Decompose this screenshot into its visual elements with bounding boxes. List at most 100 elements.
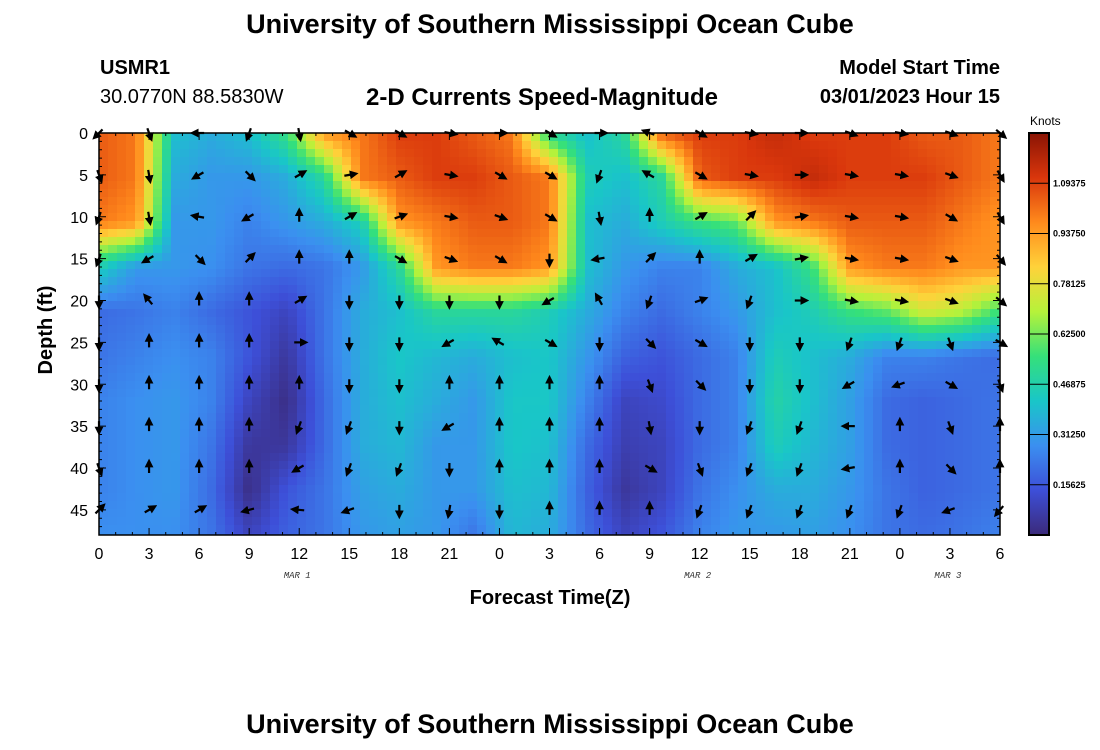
heat-cell — [261, 525, 271, 534]
heat-cell — [639, 493, 649, 502]
heat-cell — [675, 309, 685, 318]
heat-cell — [594, 333, 604, 342]
heat-cell — [630, 205, 640, 214]
heat-cell — [108, 421, 118, 430]
heat-cell — [432, 229, 442, 238]
heat-cell — [927, 429, 937, 438]
heat-cell — [189, 517, 199, 526]
heat-cell — [576, 301, 586, 310]
heat-cell — [828, 517, 838, 526]
heat-cell — [378, 309, 388, 318]
heat-cell — [162, 341, 172, 350]
heat-cell — [711, 365, 721, 374]
heat-cell — [162, 317, 172, 326]
heat-cell — [837, 269, 847, 278]
heat-cell — [324, 421, 334, 430]
heat-cell — [378, 365, 388, 374]
heat-cell — [936, 221, 946, 230]
heat-cell — [774, 229, 784, 238]
heat-cell — [342, 389, 352, 398]
heat-cell — [360, 157, 370, 166]
heat-cell — [684, 133, 694, 142]
heat-cell — [216, 437, 226, 446]
heat-cell — [441, 165, 451, 174]
heat-cell — [738, 253, 748, 262]
heat-cell — [873, 309, 883, 318]
heat-cell — [639, 485, 649, 494]
heat-cell — [558, 253, 568, 262]
heat-cell — [981, 277, 991, 286]
heat-cell — [333, 333, 343, 342]
heat-cell — [639, 221, 649, 230]
heat-cell — [918, 461, 928, 470]
heat-cell — [855, 205, 865, 214]
heat-cell — [630, 285, 640, 294]
heat-cell — [711, 429, 721, 438]
heat-cell — [306, 245, 316, 254]
heat-cell — [612, 173, 622, 182]
heat-cell — [387, 309, 397, 318]
heat-cell — [459, 333, 469, 342]
heat-cell — [405, 181, 415, 190]
heat-cell — [387, 365, 397, 374]
heat-cell — [621, 197, 631, 206]
heat-cell — [621, 189, 631, 198]
heat-cell — [270, 485, 280, 494]
heat-cell — [351, 381, 361, 390]
heat-cell — [414, 477, 424, 486]
heat-cell — [252, 285, 262, 294]
heat-cell — [585, 453, 595, 462]
heat-cell — [333, 285, 343, 294]
heat-cell — [513, 133, 523, 142]
heat-cell — [819, 253, 829, 262]
heat-cell — [252, 461, 262, 470]
heat-cell — [702, 461, 712, 470]
heat-cell — [747, 341, 757, 350]
heat-cell — [630, 509, 640, 518]
heat-cell — [153, 349, 163, 358]
heat-cell — [144, 437, 154, 446]
heat-cell — [693, 141, 703, 150]
heat-cell — [684, 493, 694, 502]
heat-cell — [756, 317, 766, 326]
heat-cell — [495, 477, 505, 486]
heat-cell — [540, 221, 550, 230]
heat-cell — [585, 413, 595, 422]
heat-cell — [918, 389, 928, 398]
heat-cell — [612, 261, 622, 270]
heat-cell — [819, 269, 829, 278]
heat-cell — [288, 485, 298, 494]
heat-cell — [855, 229, 865, 238]
heat-cell — [873, 325, 883, 334]
heat-cell — [450, 349, 460, 358]
heat-cell — [432, 493, 442, 502]
heat-cell — [693, 245, 703, 254]
heat-cell — [342, 493, 352, 502]
heat-cell — [198, 437, 208, 446]
heat-cell — [270, 141, 280, 150]
heat-cell — [351, 365, 361, 374]
heat-cell — [666, 437, 676, 446]
heat-cell — [279, 525, 289, 534]
heat-cell — [522, 277, 532, 286]
heat-cell — [306, 349, 316, 358]
heat-cell — [225, 341, 235, 350]
heat-cell — [873, 165, 883, 174]
heat-cell — [612, 253, 622, 262]
heat-cell — [360, 141, 370, 150]
heat-cell — [306, 461, 316, 470]
heat-cell — [810, 357, 820, 366]
heat-cell — [522, 157, 532, 166]
heat-cell — [702, 381, 712, 390]
heat-cell — [774, 357, 784, 366]
heat-cell — [225, 461, 235, 470]
heat-cell — [963, 413, 973, 422]
heat-cell — [801, 389, 811, 398]
heat-cell — [612, 277, 622, 286]
heat-cell — [639, 341, 649, 350]
heat-cell — [972, 277, 982, 286]
heat-cell — [441, 429, 451, 438]
heat-cell — [513, 189, 523, 198]
heat-cell — [810, 341, 820, 350]
heat-cell — [603, 509, 613, 518]
